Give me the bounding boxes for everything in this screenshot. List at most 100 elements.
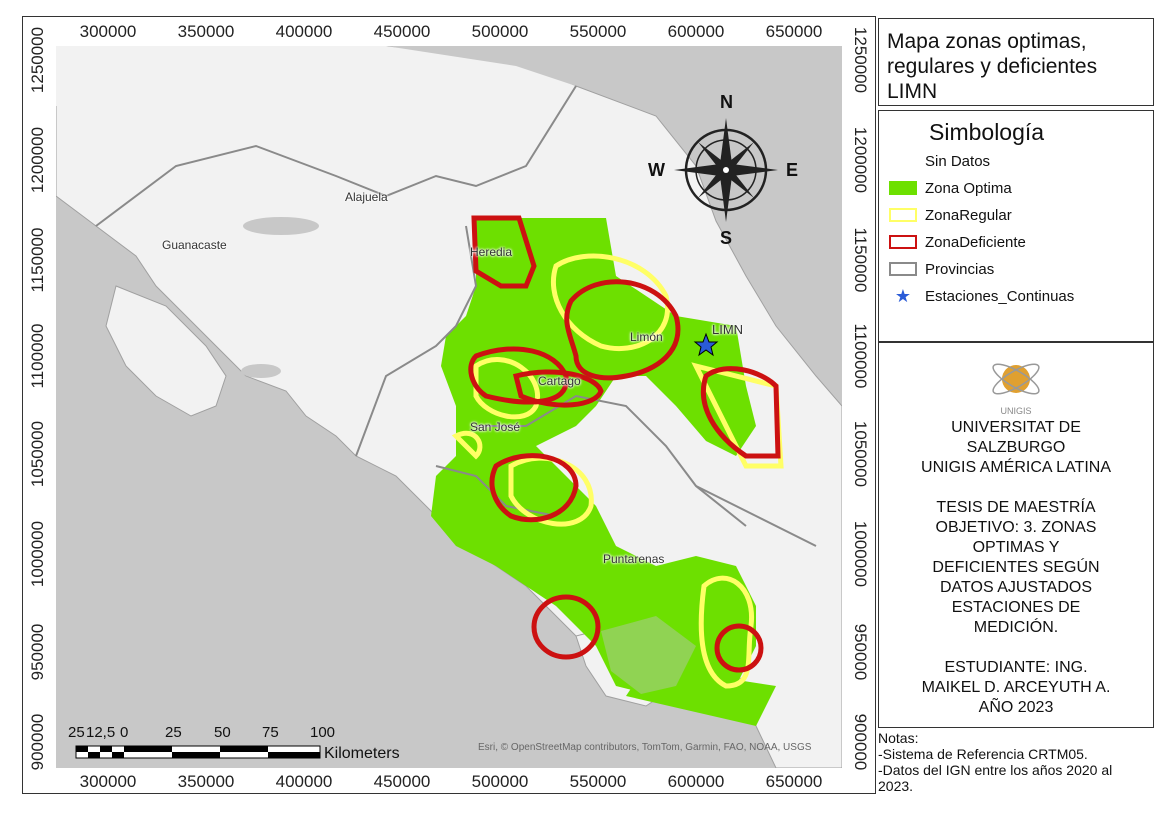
lake [243, 217, 319, 235]
legend-label: Provincias [925, 260, 995, 278]
tick-bottom: 500000 [471, 772, 529, 791]
tick-right: 1250000 [851, 26, 870, 94]
info-line: UNIGIS AMÉRICA LATINA [921, 459, 1111, 476]
tick-right: 1200000 [851, 126, 870, 194]
info-line: AÑO 2023 [978, 699, 1054, 716]
legend-item-zona-regular: ZonaRegular [889, 205, 1012, 225]
label-san-jose: San José [470, 420, 521, 434]
compass-e: E [786, 160, 799, 180]
scale-unit: Kilometers [324, 745, 400, 762]
land-overlay [601, 616, 696, 694]
tick-top: 450000 [373, 22, 431, 41]
notes-line: Notas: [878, 730, 919, 746]
tick-top: 300000 [79, 22, 137, 41]
info-line: ESTUDIANTE: ING. [944, 659, 1088, 676]
info-line: DEFICIENTES SEGÚN [932, 559, 1100, 576]
tick-top: 550000 [569, 22, 627, 41]
tick-bottom: 300000 [79, 772, 137, 791]
tick-right: 1100000 [851, 323, 870, 389]
tick-left: 1050000 [28, 420, 47, 488]
legend-item-estaciones: ★ Estaciones_Continuas [889, 286, 1074, 306]
lake [241, 364, 281, 378]
tick-right: 1000000 [851, 520, 870, 588]
map-canvas[interactable] [56, 46, 842, 768]
compass-w: W [648, 160, 665, 180]
station-star [693, 332, 719, 357]
scale-label-100: 100 [310, 724, 336, 741]
legend-item-provincias: Provincias [889, 259, 994, 279]
legend-item-zona-optima: Zona Optima [889, 178, 1012, 198]
zona-deficiente [468, 215, 781, 673]
tick-bottom: 400000 [275, 772, 333, 791]
tick-top: 350000 [177, 22, 235, 41]
info-line: MAIKEL D. ARCEYUTH A. [921, 679, 1111, 696]
tick-top: 650000 [765, 22, 823, 41]
info-line: TESIS DE MAESTRÍA [936, 499, 1096, 516]
map-frame [22, 16, 876, 794]
legend-label: ZonaRegular [925, 206, 1012, 224]
legend-label: Zona Optima [925, 179, 1012, 197]
label-cartago: Cartago [538, 374, 581, 388]
info-line: MEDICIÓN. [973, 619, 1059, 636]
legend-label: Estaciones_Continuas [925, 287, 1075, 305]
landmass-north [56, 46, 576, 196]
scale-label-50: 50 [214, 724, 231, 741]
institution-panel: UNIGIS UNIVERSITAT DE SALZBURGO UNIGIS A… [878, 342, 1154, 728]
tick-bottom: 350000 [177, 772, 235, 791]
tick-bottom: 600000 [667, 772, 725, 791]
tick-bottom: 650000 [765, 772, 823, 791]
map-title: Mapa zonas optimas, regulares y deficien… [878, 18, 1154, 106]
star-icon: ★ [894, 285, 912, 306]
tick-right: 900000 [851, 713, 870, 771]
notes-line: -Sistema de Referencia CRTM05. [878, 746, 1088, 762]
info-line: SALZBURGO [966, 439, 1066, 456]
label-alajuela: Alajuela [345, 190, 388, 204]
tick-right: 1150000 [851, 227, 870, 293]
label-puntarenas: Puntarenas [603, 552, 665, 566]
legend-item-sin-datos: Sin Datos [889, 151, 990, 171]
tick-top: 400000 [275, 22, 333, 41]
legend-item-zona-deficiente: ZonaDeficiente [889, 232, 1026, 252]
nicoya-peninsula [105, 285, 227, 417]
tick-top: 600000 [667, 22, 725, 41]
info-line: DATOS AJUSTADOS [939, 579, 1093, 596]
tick-left: 1100000 [28, 323, 47, 389]
legend: Simbología Sin Datos Zona Optima ZonaReg… [878, 110, 1154, 342]
notes-line: -Datos del IGN entre los años 2020 al [878, 762, 1113, 778]
scale-label-25: 25 [165, 724, 182, 741]
scale-label-25-left: 25 [68, 724, 85, 741]
compass-n: N [720, 92, 733, 112]
notes: Notas: -Sistema de Referencia CRTM05. -D… [878, 730, 1154, 794]
scale-label-12-5: 12,5 [86, 724, 116, 741]
label-heredia: Heredia [470, 245, 513, 259]
scale-bar [75, 745, 321, 759]
compass-rose [674, 118, 778, 222]
legend-title: Simbología [929, 119, 1045, 145]
unigis-logo-icon [992, 363, 1040, 395]
tick-left: 950000 [28, 623, 47, 681]
tick-bottom: 450000 [373, 772, 431, 791]
swatch-provincias [889, 262, 917, 276]
swatch-sin-datos [889, 154, 917, 168]
tick-left: 1000000 [28, 520, 47, 588]
tick-left: 1250000 [28, 26, 47, 94]
tick-bottom: 550000 [569, 772, 627, 791]
scale-label-75: 75 [262, 724, 279, 741]
scale-label-0: 0 [120, 724, 129, 741]
attribution: Esri, © OpenStreetMap contributors, TomT… [478, 742, 812, 753]
tick-right: 950000 [851, 623, 870, 681]
compass-s: S [720, 228, 733, 248]
info-line: UNIVERSITAT DE [951, 419, 1081, 436]
tick-right: 1050000 [851, 420, 870, 488]
label-limon: Limón [630, 330, 663, 344]
legend-label: Sin Datos [925, 152, 991, 170]
label-station-limn: LIMN [712, 322, 744, 337]
legend-label: ZonaDeficiente [925, 233, 1026, 251]
notes-line: 2023. [878, 778, 914, 794]
info-line: OPTIMAS Y [972, 539, 1060, 556]
swatch-zona-deficiente [889, 235, 917, 249]
label-guanacaste: Guanacaste [162, 238, 227, 252]
tick-left: 900000 [28, 713, 47, 771]
swatch-zona-optima [889, 181, 917, 195]
tick-left: 1150000 [28, 227, 47, 293]
